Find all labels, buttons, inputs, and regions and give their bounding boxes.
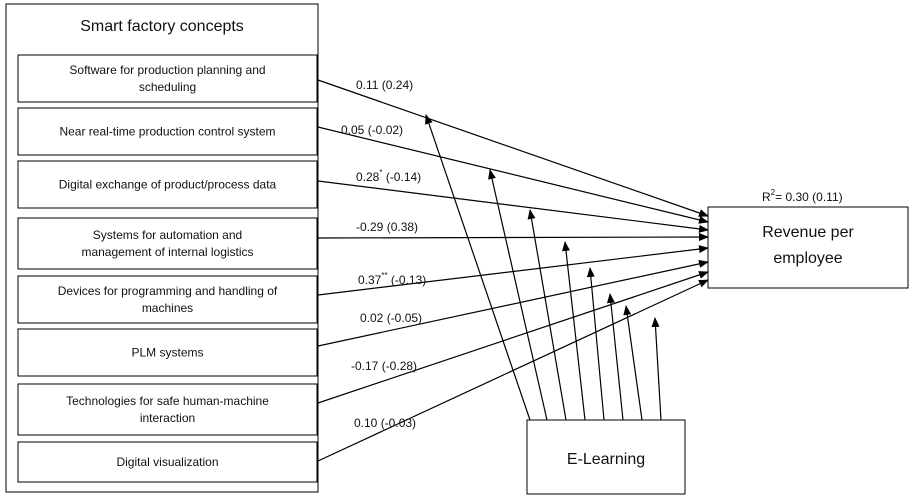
concept-label-1-line-2: scheduling	[139, 80, 196, 94]
moderator-box	[526, 419, 686, 495]
path-arrow-2	[317, 126, 709, 224]
coefficient-main-7: -0.17	[351, 359, 379, 373]
moderator-arrow-8	[651, 317, 662, 421]
concept-box-2	[17, 107, 318, 156]
r-squared-label: R2= 0.30 (0.11)	[762, 188, 843, 204]
coefficient-label-6: 0.02 (-0.05)	[360, 311, 422, 325]
coefficient-label-1: 0.11 (0.24)	[356, 78, 413, 92]
coefficient-label-3: 0.28* (-0.14)	[356, 168, 421, 184]
moderator-arrow-6	[606, 293, 624, 421]
moderator-arrow-7	[623, 305, 643, 421]
concept-box-4	[17, 217, 318, 270]
moderator-arrow-2	[488, 169, 548, 421]
coefficient-main-8: 0.10	[354, 416, 378, 430]
concept-box-1	[17, 54, 318, 103]
coefficient-rest-3: (-0.14)	[382, 170, 421, 184]
moderator-label: E-Learning	[567, 451, 645, 468]
path-arrow-4	[317, 233, 709, 242]
coefficient-main-4: -0.29	[356, 220, 384, 234]
concept-label-4-line-2: management of internal logistics	[81, 245, 253, 259]
coefficient-rest-4: (0.38)	[383, 220, 418, 234]
concept-box-7	[17, 383, 318, 436]
concept-label-1-line-1: Software for production planning and	[69, 63, 265, 77]
concept-box-3	[17, 160, 318, 209]
smart-factory-group-box	[5, 3, 319, 493]
r-squared-prefix: R	[762, 190, 771, 204]
path-arrow-3	[317, 180, 709, 233]
significance-marker-3: *	[379, 168, 382, 177]
coefficient-main-2: 0.05	[341, 123, 365, 137]
moderator-arrow-3	[527, 209, 567, 421]
coefficient-main-3: 0.28	[356, 170, 380, 184]
path-arrow-6	[317, 259, 709, 347]
concept-box-5	[17, 275, 318, 324]
coefficient-label-8: 0.10 (-0.03)	[354, 416, 416, 430]
concept-label-5-line-2: machines	[142, 301, 193, 315]
concept-label-7-line-1: Technologies for safe human-machine	[66, 394, 269, 408]
moderator-arrow-4	[562, 241, 586, 421]
coefficient-rest-1: (0.24)	[378, 78, 413, 92]
coefficient-rest-6: (-0.05)	[383, 311, 422, 325]
coefficient-label-2: 0.05 (-0.02)	[341, 123, 403, 137]
coefficient-rest-7: (-0.28)	[378, 359, 417, 373]
moderator-arrow-5	[586, 267, 605, 421]
r-squared-sup: 2	[771, 188, 776, 197]
concept-box-8	[17, 441, 318, 483]
outcome-box	[707, 206, 909, 289]
significance-marker-5: **	[381, 271, 387, 280]
path-arrow-7	[317, 271, 709, 404]
moderator-arrow-1	[425, 114, 531, 421]
concept-label-6-line-1: PLM systems	[131, 346, 203, 360]
coefficient-rest-2: (-0.02)	[364, 123, 403, 137]
concept-label-7-line-2: interaction	[140, 411, 195, 425]
coefficient-label-4: -0.29 (0.38)	[356, 220, 418, 234]
coefficient-label-7: -0.17 (-0.28)	[351, 359, 417, 373]
concept-box-6	[17, 328, 318, 377]
coefficient-main-5: 0.37	[358, 273, 382, 287]
r-squared-value: = 0.30 (0.11)	[775, 190, 843, 204]
outcome-label-line-1: Revenue per	[762, 224, 854, 241]
concept-label-5-line-1: Devices for programming and handling of	[58, 284, 278, 298]
concept-label-4-line-1: Systems for automation and	[93, 228, 242, 242]
concept-label-2-line-1: Near real-time production control system	[59, 125, 275, 139]
path-arrow-1	[317, 79, 709, 217]
coefficient-label-5: 0.37** (-0.13)	[358, 271, 426, 287]
coefficient-rest-5: (-0.13)	[388, 273, 427, 287]
coefficient-main-1: 0.11	[356, 78, 379, 92]
coefficient-rest-8: (-0.03)	[377, 416, 416, 430]
concept-label-8-line-1: Digital visualization	[116, 455, 218, 469]
group-title: Smart factory concepts	[80, 18, 244, 35]
concept-label-3-line-1: Digital exchange of product/process data	[59, 178, 277, 192]
outcome-label-line-2: employee	[773, 250, 842, 267]
coefficient-main-6: 0.02	[360, 311, 384, 325]
